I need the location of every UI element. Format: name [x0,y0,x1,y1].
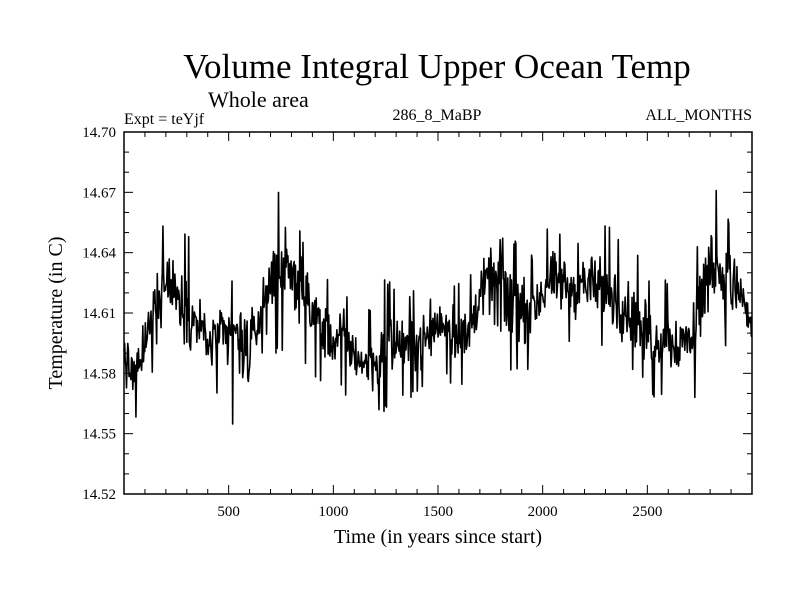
y-tick-label: 14.70 [82,125,116,141]
y-tick-label: 14.58 [82,366,116,382]
y-axis-ticks: 14.52 14.55 14.58 14.61 14.64 14.67 14.70 [82,125,752,503]
y-tick-label: 14.55 [82,427,116,443]
y-tick-label: 14.52 [82,487,116,503]
x-tick-label: 500 [217,504,240,520]
plot-frame [123,131,753,495]
chart-subtitle: Whole area [208,87,309,112]
chart-title: Volume Integral Upper Ocean Temp [183,47,690,86]
x-tick-label: 1000 [318,504,348,520]
series-line-teYjf [123,189,753,425]
experiment-label: Expt = teYjf [124,111,205,128]
y-tick-label: 14.67 [82,185,116,201]
y-axis-label: Temperature (in C) [45,237,67,390]
run-label: 286_8_MaBP [393,107,482,124]
x-axis-ticks: 500 1000 1500 2000 2500 [144,132,732,520]
series-layer [123,189,753,425]
x-tick-label: 1500 [423,504,453,520]
x-axis-label: Time (in years since start) [334,526,542,548]
x-tick-label: 2500 [632,504,662,520]
y-tick-label: 14.64 [82,246,116,262]
months-label: ALL_MONTHS [645,107,752,124]
y-tick-label: 14.61 [82,306,116,322]
x-tick-label: 2000 [528,504,558,520]
